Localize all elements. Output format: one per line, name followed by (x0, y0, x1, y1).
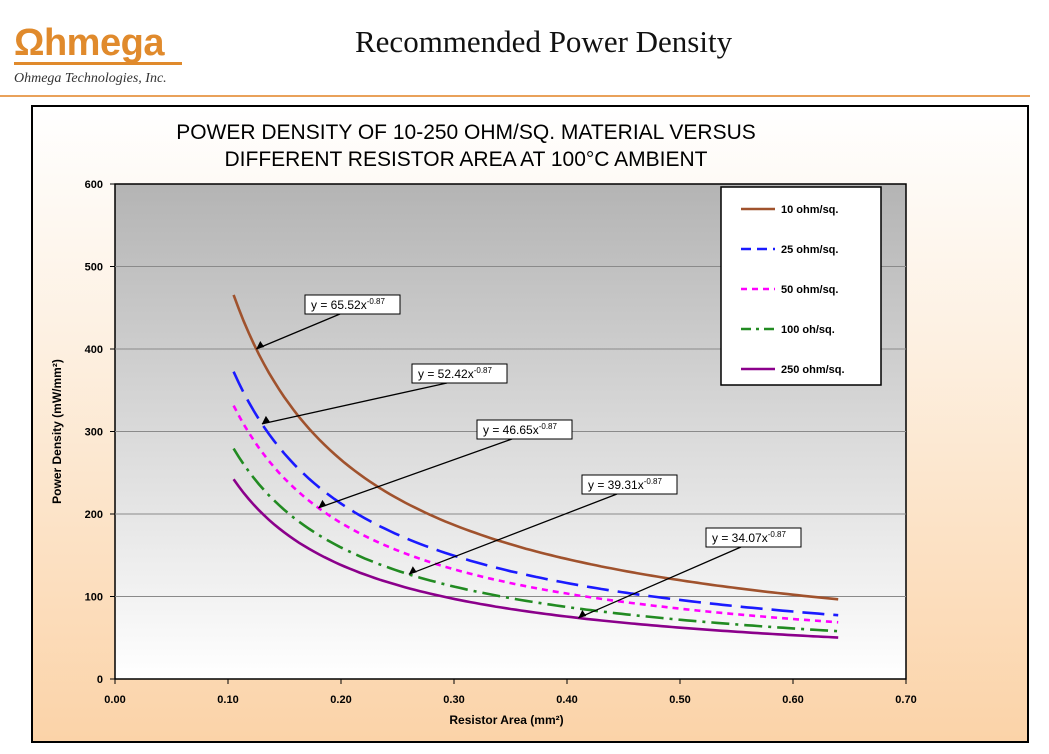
logo-underline (14, 62, 182, 65)
y-tick-label: 100 (85, 592, 103, 604)
logo-subtitle: Ohmega Technologies, Inc. (14, 71, 167, 86)
arrow-head (578, 609, 587, 618)
legend-label: 10 ohm/sq. (781, 204, 838, 216)
power-density-chart: POWER DENSITY OF 10-250 OHM/SQ. MATERIAL… (50, 121, 917, 727)
legend-label: 250 ohm/sq. (781, 364, 845, 376)
equation-exponent: -0.87 (474, 366, 493, 375)
header-divider (0, 95, 1030, 97)
annotation-arrow (578, 546, 742, 619)
equation-box (705, 527, 802, 548)
x-axis-label: Resistor Area (mm²) (449, 713, 563, 727)
legend-box (720, 186, 882, 386)
arrow-head (261, 415, 270, 424)
series-line (232, 404, 839, 624)
equation-exponent: -0.87 (768, 530, 787, 539)
y-tick-label: 400 (85, 344, 103, 356)
x-tick-label: 0.60 (782, 694, 803, 706)
y-tick-label: 600 (85, 179, 103, 191)
chart-frame: POWER DENSITY OF 10-250 OHM/SQ. MATERIAL… (31, 105, 1029, 743)
equation-box (476, 419, 573, 440)
annotation-arrow (255, 313, 341, 350)
annotation-arrow (261, 382, 448, 425)
x-tick-label: 0.50 (669, 694, 690, 706)
arrow-head (318, 499, 327, 508)
series-line (232, 371, 839, 617)
arrow-head (408, 566, 417, 575)
x-tick-label: 0.10 (217, 694, 238, 706)
x-tick-label: 0.70 (895, 694, 916, 706)
y-tick-label: 500 (85, 262, 103, 274)
arrow-head (256, 340, 265, 349)
chart-title-line: POWER DENSITY OF 10-250 OHM/SQ. MATERIAL… (176, 121, 756, 144)
slide-title: Recommended Power Density (355, 24, 733, 59)
x-tick-label: 0.00 (104, 694, 125, 706)
equation-box (581, 474, 678, 495)
y-tick-label: 200 (85, 509, 103, 521)
x-tick-label: 0.20 (330, 694, 351, 706)
annotation-arrow (318, 438, 513, 509)
equation-box (411, 363, 508, 384)
equation-exponent: -0.87 (539, 422, 558, 431)
y-axis-label: Power Density (mW/mm²) (50, 359, 64, 504)
x-tick-label: 0.30 (443, 694, 464, 706)
series-line (232, 294, 839, 601)
legend-label: 100 oh/sq. (781, 324, 835, 336)
equation-box (304, 294, 401, 315)
logo-wordmark: Ωhmega (14, 22, 164, 64)
legend-label: 25 ohm/sq. (781, 244, 838, 256)
equation-exponent: -0.87 (644, 477, 663, 486)
annotation-arrow (408, 493, 618, 575)
legend-label: 50 ohm/sq. (781, 284, 838, 296)
y-tick-label: 0 (97, 674, 103, 686)
series-line (232, 447, 839, 633)
series-line (232, 478, 839, 639)
equation-exponent: -0.87 (367, 297, 386, 306)
y-tick-label: 300 (85, 427, 103, 439)
chart-title-line: DIFFERENT RESISTOR AREA AT 100°C AMBIENT (225, 148, 708, 171)
ohmega-logo: Ωhmega Ohmega Technologies, Inc. (14, 22, 182, 87)
x-tick-label: 0.40 (556, 694, 577, 706)
